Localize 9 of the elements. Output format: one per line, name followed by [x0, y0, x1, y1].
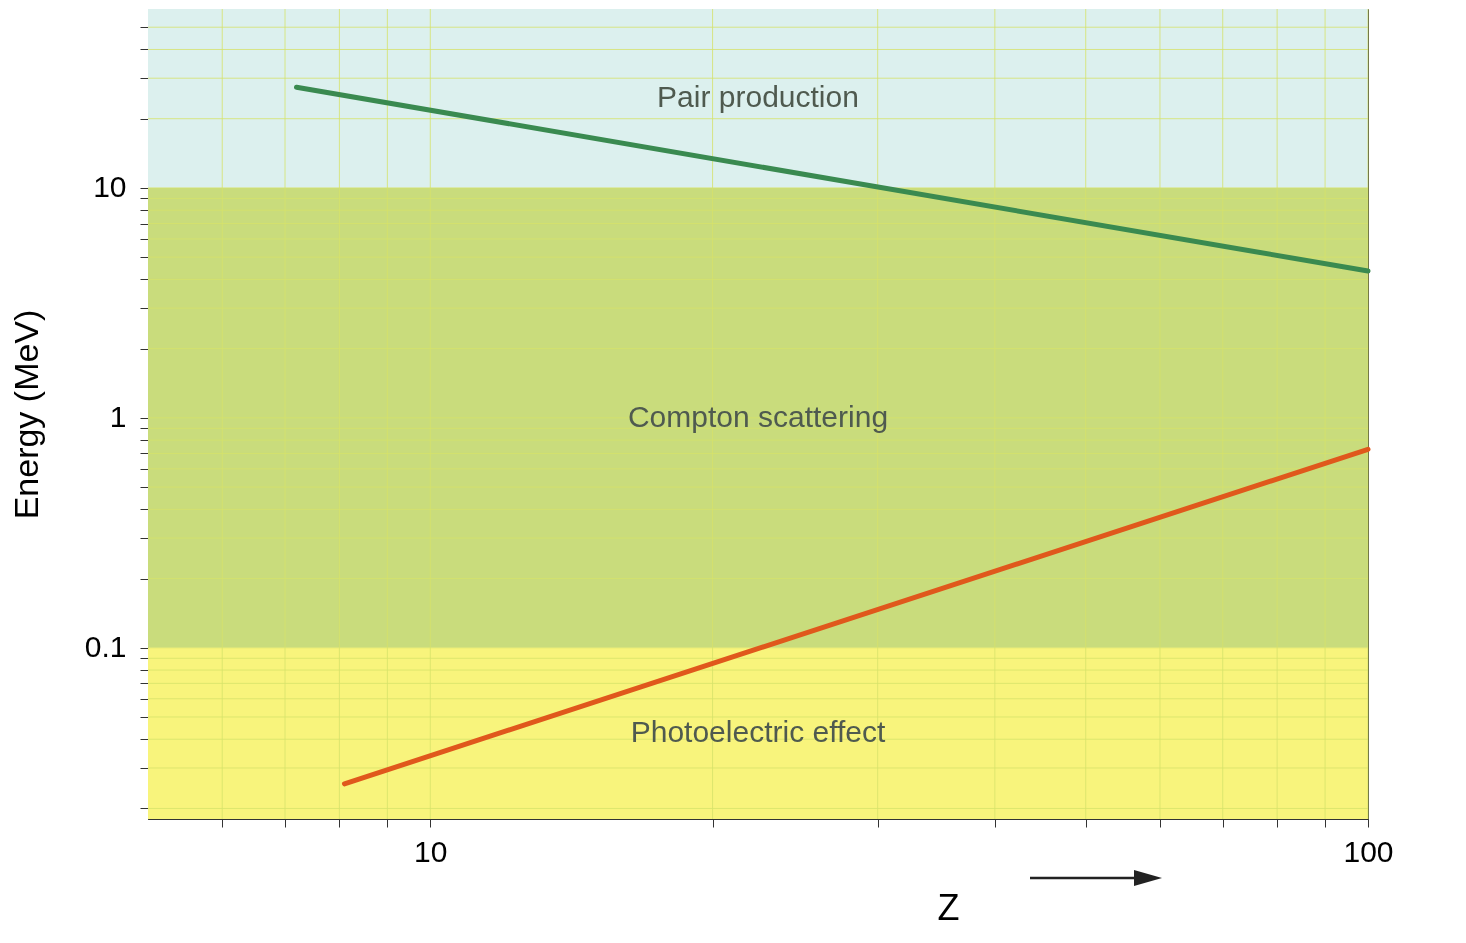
band-label: Pair production	[657, 80, 859, 114]
y-tick-label: 10	[93, 170, 127, 204]
y-axis-title: Energy (MeV)	[6, 309, 45, 520]
band-label: Compton scattering	[627, 399, 889, 433]
y-tick-label: 1	[109, 400, 127, 434]
x-tick-label: 100	[1343, 834, 1394, 868]
band-label: Photoelectric effect	[630, 715, 886, 749]
y-tick-label: 0.1	[84, 630, 127, 664]
x-axis-title: Z	[937, 886, 960, 928]
